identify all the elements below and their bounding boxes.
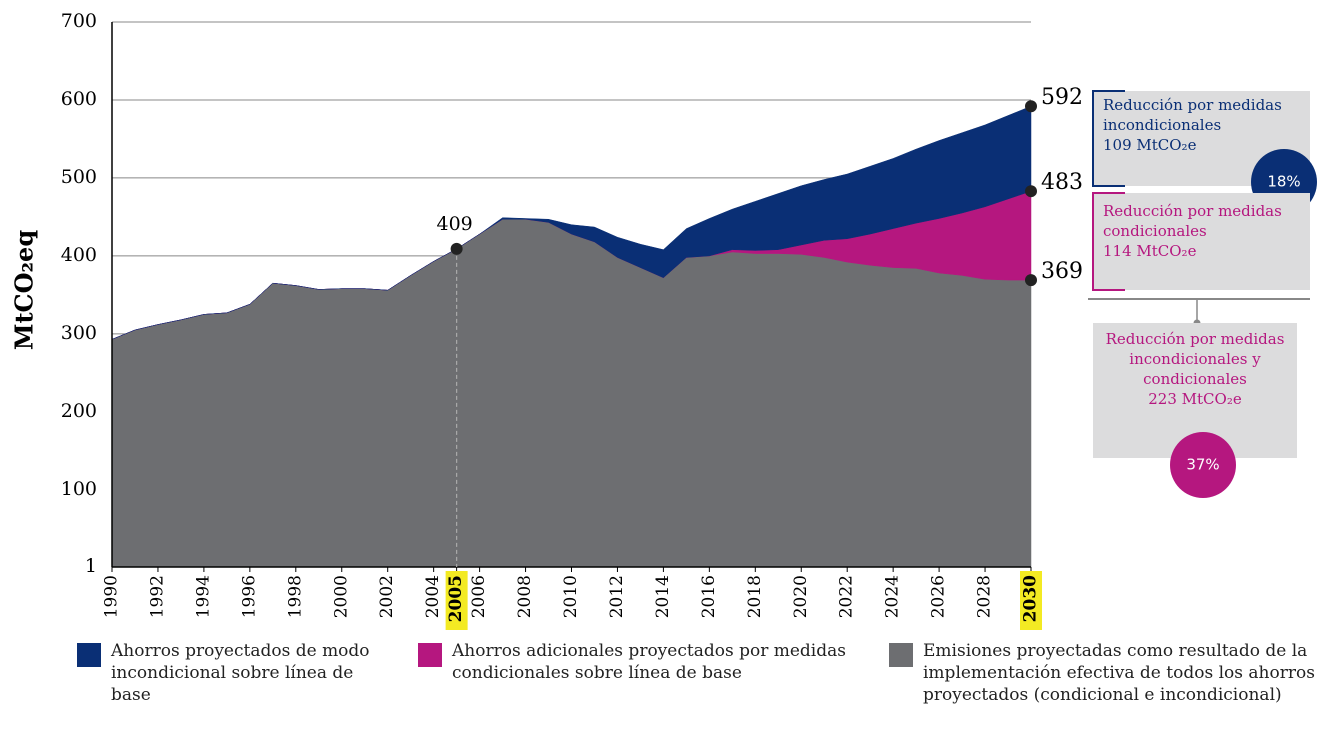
point [1025, 185, 1037, 198]
tick-highlight [445, 571, 468, 630]
x-tick-label: 2018 [745, 575, 765, 618]
callout-text: condicionales [1143, 370, 1247, 388]
x-tick-label: 2010 [561, 575, 581, 618]
x-tick-label: 2024 [883, 575, 903, 618]
x-tick-label: 2012 [607, 575, 627, 618]
x-tick-label: 2005 [446, 575, 466, 622]
x-tick-label: 2002 [377, 575, 397, 618]
point-label: 483 [1041, 170, 1083, 195]
area [111, 105, 1032, 340]
percent-label: 18% [1267, 173, 1300, 191]
x-tick-label: 2030 [1021, 575, 1041, 622]
legend-item: Ahorros proyectados de modo incondiciona… [77, 640, 397, 706]
percent-badge [1170, 432, 1236, 498]
legend-label: Ahorros adicionales proyectados por medi… [452, 641, 846, 683]
percent-label: 37% [1186, 456, 1219, 474]
bracket [1092, 90, 1125, 187]
x-tick-label: 1992 [147, 575, 167, 618]
x-tick-label: 2000 [331, 575, 351, 618]
legend-swatch [418, 643, 442, 667]
x-tick-label: 2020 [791, 575, 811, 618]
tick-highlight [1020, 571, 1042, 630]
callout-text: Reducción por medidas [1106, 330, 1285, 348]
callout-text: 109 MtCO₂e [1103, 136, 1197, 154]
x-tick-label: 2006 [469, 575, 489, 618]
legend-swatch [889, 643, 913, 667]
y-tick-label: 600 [61, 88, 97, 110]
bracket [1092, 192, 1125, 291]
legend-swatch [77, 643, 101, 667]
x-tick-label: 1990 [102, 575, 122, 618]
point [1025, 100, 1037, 113]
x-tick-label: 2026 [929, 575, 949, 618]
y-tick-label: 300 [61, 322, 97, 344]
x-tick-label: 2016 [699, 575, 719, 618]
legend-item: Emisiones proyectadas como resultado de … [889, 640, 1334, 706]
x-tick-label: 1998 [285, 575, 305, 618]
y-tick-label: 500 [61, 166, 97, 188]
y-axis-label: MtCO₂eq [10, 230, 39, 350]
x-tick-label: 2008 [515, 575, 535, 618]
y-tick-label: 100 [61, 478, 97, 500]
legend-label: Ahorros proyectados de modo incondiciona… [111, 641, 370, 705]
callout-box [1093, 193, 1310, 290]
point [450, 242, 463, 255]
callout-text: condicionales [1103, 222, 1207, 240]
callout-text: incondicionales y [1129, 350, 1261, 368]
callout-text: Reducción por medidas [1103, 202, 1282, 220]
x-tick-label: 1994 [193, 575, 213, 618]
legend-item: Ahorros adicionales proyectados por medi… [418, 640, 858, 684]
y-tick-label: 200 [61, 400, 97, 422]
point-label: 369 [1041, 259, 1083, 284]
chart: MtCO₂eq 1 100 200 300 400 500 600 700 1990 1992 19… [10, 10, 1317, 630]
x-tick-label: 2004 [423, 575, 443, 618]
x-tick-label: 1996 [239, 575, 259, 618]
x-tick-label: 2022 [837, 575, 857, 618]
y-tick-label: 400 [61, 244, 97, 266]
point-label: 592 [1041, 85, 1083, 110]
x-tick-label: 2014 [653, 575, 673, 618]
callout-text: 114 MtCO₂e [1103, 242, 1197, 260]
callout-text: Reducción por medidas [1103, 96, 1282, 114]
y-tick-label: 1 [85, 555, 97, 577]
point-label: 409 [436, 213, 472, 235]
y-tick-label: 700 [61, 10, 97, 32]
x-tick-label: 2028 [975, 575, 995, 618]
callout-text: incondicionales [1103, 116, 1221, 134]
legend-label: Emisiones proyectadas como resultado de … [923, 641, 1315, 705]
point [1025, 274, 1037, 287]
area [111, 219, 1032, 568]
callout-text: 223 MtCO₂e [1148, 390, 1242, 408]
